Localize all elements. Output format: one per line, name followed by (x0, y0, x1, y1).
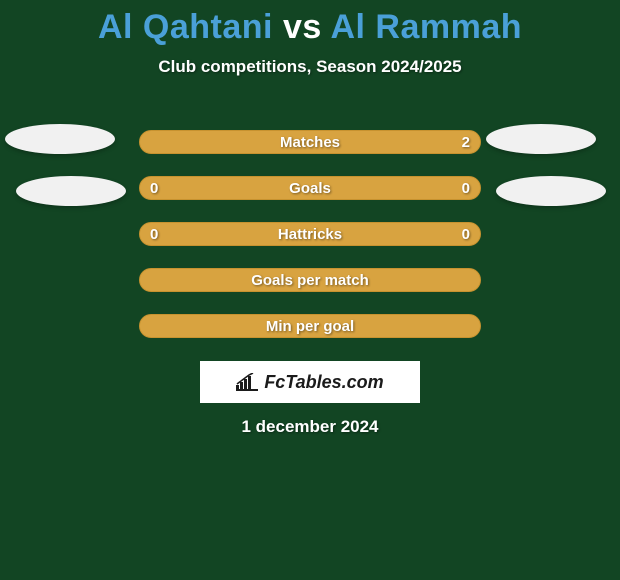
avatar-ellipse (486, 124, 596, 154)
stat-bar: Min per goal (139, 314, 481, 338)
avatar-ellipse (16, 176, 126, 206)
title-player-b: Al Rammah (330, 8, 522, 46)
stat-value-left: 0 (150, 180, 158, 197)
avatar-ellipse (5, 124, 115, 154)
footer-date: 1 december 2024 (0, 417, 620, 437)
stat-label: Goals (289, 180, 331, 197)
stat-label: Goals per match (251, 272, 369, 289)
stat-value-right: 2 (462, 134, 470, 151)
title-vs: vs (273, 8, 330, 46)
avatar-ellipse (496, 176, 606, 206)
stat-bar: Goals 0 0 (139, 176, 481, 200)
stat-row: Goals per match (0, 257, 620, 303)
stat-label: Matches (280, 134, 340, 151)
stat-value-right: 0 (462, 180, 470, 197)
stat-label: Hattricks (278, 226, 342, 243)
source-badge[interactable]: FcTables.com (200, 361, 420, 403)
stat-label: Min per goal (266, 318, 354, 335)
subtitle: Club competitions, Season 2024/2025 (0, 57, 620, 77)
stat-bar: Matches 2 (139, 130, 481, 154)
stat-bar: Goals per match (139, 268, 481, 292)
page-title: Al Qahtani vs Al Rammah (0, 0, 620, 47)
stat-row: Hattricks 0 0 (0, 211, 620, 257)
stat-value-left: 0 (150, 226, 158, 243)
stat-value-right: 0 (462, 226, 470, 243)
stat-row: Min per goal (0, 303, 620, 349)
title-player-a: Al Qahtani (98, 8, 273, 46)
comparison-card: Al Qahtani vs Al Rammah Club competition… (0, 0, 620, 580)
chart-icon (236, 373, 258, 391)
stat-bar: Hattricks 0 0 (139, 222, 481, 246)
source-badge-text: FcTables.com (264, 372, 383, 393)
